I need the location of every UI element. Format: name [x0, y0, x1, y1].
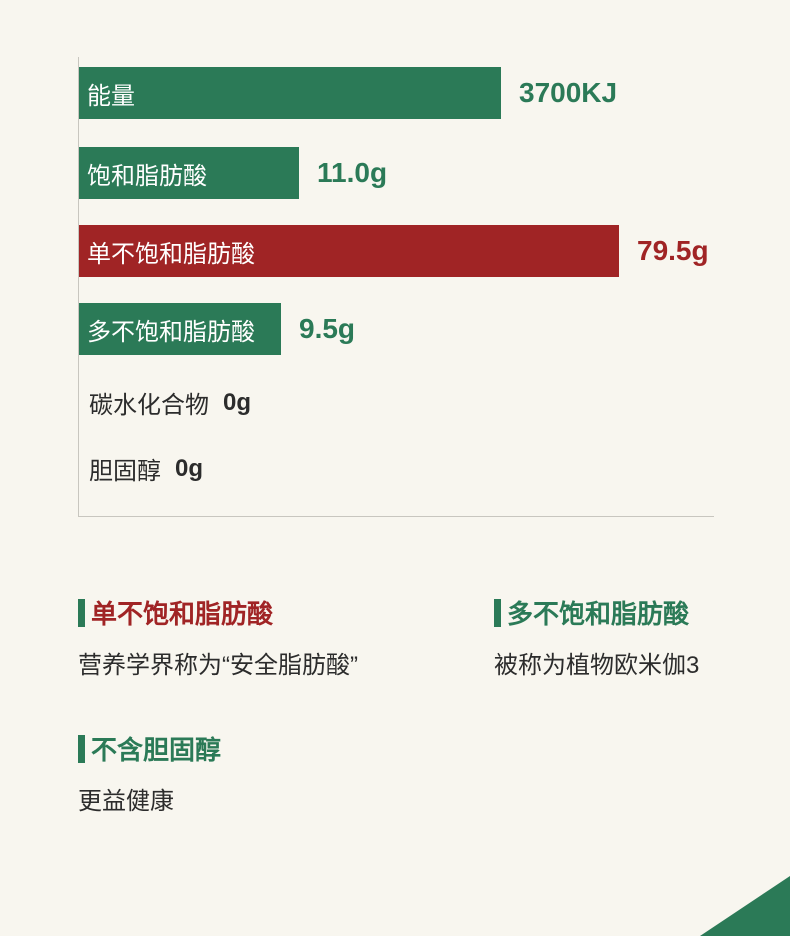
info-title: 单不饱和脂肪酸 — [78, 594, 358, 631]
bar-value: 11.0g — [317, 157, 387, 189]
bar-row: 饱和脂肪酸 11.0g — [79, 147, 387, 199]
info-title-text: 单不饱和脂肪酸 — [91, 594, 273, 631]
marker-icon — [494, 599, 501, 627]
corner-decoration — [700, 876, 790, 936]
text-row: 胆固醇 0g — [89, 451, 203, 486]
marker-icon — [78, 735, 85, 763]
info-title: 多不饱和脂肪酸 — [494, 594, 699, 631]
info-item: 单不饱和脂肪酸营养学界称为“安全脂肪酸” — [78, 594, 358, 680]
bar-value: 9.5g — [299, 313, 355, 345]
bar-label: 能量 — [79, 67, 501, 119]
info-title-text: 多不饱和脂肪酸 — [507, 594, 689, 631]
info-desc: 被称为植物欧米伽3 — [494, 645, 699, 680]
bar-label: 饱和脂肪酸 — [79, 147, 299, 199]
info-title: 不含胆固醇 — [78, 730, 221, 767]
marker-icon — [78, 599, 85, 627]
text-row: 碳水化合物 0g — [89, 385, 251, 420]
info-item: 多不饱和脂肪酸被称为植物欧米伽3 — [494, 594, 699, 680]
text-row-value: 0g — [175, 455, 203, 483]
info-title-text: 不含胆固醇 — [91, 730, 221, 767]
bar-value: 79.5g — [637, 235, 709, 267]
bar-row: 多不饱和脂肪酸 9.5g — [79, 303, 355, 355]
bar-row: 能量 3700KJ — [79, 67, 617, 119]
bar-value: 3700KJ — [519, 77, 617, 109]
info-desc: 更益健康 — [78, 781, 221, 816]
bar-label: 单不饱和脂肪酸 — [79, 225, 619, 277]
info-item: 不含胆固醇更益健康 — [78, 730, 221, 816]
bar-row: 单不饱和脂肪酸 79.5g — [79, 225, 709, 277]
text-row-label: 胆固醇 — [89, 451, 161, 486]
bar-label: 多不饱和脂肪酸 — [79, 303, 281, 355]
nutrition-bar-chart: 能量 3700KJ 饱和脂肪酸 11.0g 单不饱和脂肪酸 79.5g 多不饱和脂肪酸 9.5… — [78, 57, 714, 517]
text-row-value: 0g — [223, 389, 251, 417]
info-desc: 营养学界称为“安全脂肪酸” — [78, 645, 358, 680]
text-row-label: 碳水化合物 — [89, 385, 209, 420]
